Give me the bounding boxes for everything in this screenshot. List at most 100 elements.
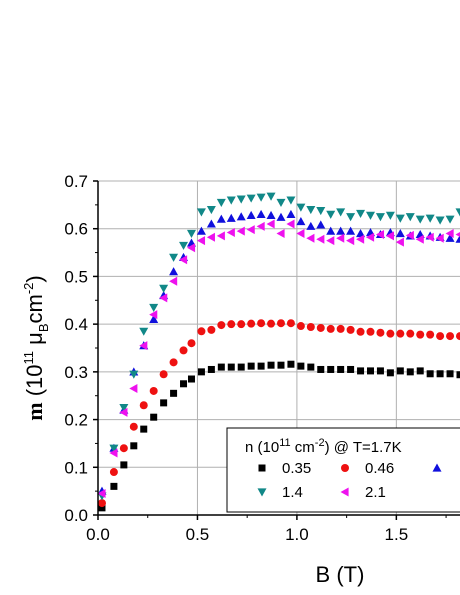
y-tick-label: 0.7: [64, 172, 88, 191]
data-point: [186, 243, 196, 253]
data-point: [196, 208, 206, 217]
data-point: [356, 209, 366, 218]
y-axis-title-mu: μ: [22, 332, 47, 351]
data-point: [266, 210, 276, 219]
data-point: [109, 448, 118, 458]
data-markers: [97, 192, 460, 512]
data-point: [110, 482, 118, 490]
legend-marker: [258, 464, 266, 472]
data-point: [297, 362, 305, 370]
data-point: [120, 461, 128, 469]
data-point: [267, 361, 275, 369]
data-point: [159, 370, 168, 379]
y-tick-label: 0.2: [64, 411, 88, 430]
data-point: [266, 192, 276, 201]
data-point: [425, 232, 434, 242]
data-point: [236, 226, 245, 236]
data-point: [257, 319, 266, 328]
data-point: [140, 425, 148, 433]
data-point: [149, 303, 159, 312]
data-point: [286, 209, 296, 218]
data-point: [306, 323, 315, 332]
data-point: [296, 228, 305, 238]
data-point: [169, 358, 178, 367]
data-point: [445, 215, 455, 224]
y-tick-label: 0.4: [64, 315, 88, 334]
data-point: [445, 228, 454, 238]
data-point: [206, 232, 215, 242]
data-point: [455, 231, 460, 237]
data-point: [456, 332, 460, 341]
legend-marker: [257, 488, 267, 497]
data-point: [149, 310, 158, 320]
data-point: [266, 219, 275, 229]
data-point: [169, 253, 179, 262]
data-point: [237, 363, 245, 371]
legend-label: 0.35: [282, 460, 311, 477]
data-point: [357, 367, 365, 375]
data-point: [160, 399, 168, 407]
data-point: [119, 404, 129, 413]
data-point: [446, 370, 454, 378]
data-point: [395, 237, 404, 247]
data-point: [139, 341, 148, 351]
data-point: [426, 370, 434, 378]
y-axis-title-open: (10: [22, 364, 47, 402]
data-point: [376, 328, 385, 337]
data-point: [356, 234, 365, 244]
y-tick-label: 0.0: [64, 506, 88, 525]
data-point: [346, 236, 355, 246]
data-point: [445, 233, 455, 242]
data-point: [139, 327, 149, 336]
x-axis-title: B (T): [316, 562, 365, 587]
data-point: [316, 206, 326, 216]
data-point: [150, 413, 158, 421]
data-point: [336, 324, 345, 333]
legend-marker: [341, 464, 349, 472]
data-point: [386, 329, 395, 338]
data-point: [98, 504, 106, 512]
data-point: [286, 319, 295, 328]
data-point: [385, 231, 394, 241]
data-point: [375, 229, 385, 239]
data-point: [236, 212, 246, 221]
data-point: [246, 194, 256, 203]
data-point: [326, 236, 335, 246]
data-point: [227, 320, 236, 329]
data-point: [366, 327, 375, 336]
data-point: [277, 361, 285, 369]
data-point: [316, 234, 325, 244]
data-point: [197, 368, 205, 376]
data-point: [267, 319, 276, 328]
data-point: [336, 233, 345, 243]
data-point: [149, 386, 158, 395]
data-point: [247, 362, 255, 370]
data-point: [109, 444, 119, 453]
data-point: [435, 233, 444, 243]
data-point: [356, 327, 365, 336]
data-point: [236, 195, 246, 204]
y-axis-title: m (1011 μBcm-2): [21, 275, 51, 420]
data-point: [207, 325, 216, 334]
legend-marker: [340, 487, 349, 497]
data-point: [276, 228, 285, 238]
y-tick-label: 0.5: [64, 267, 88, 286]
data-point: [276, 212, 286, 221]
x-tick-label: 0.5: [186, 525, 210, 544]
data-point: [385, 211, 395, 220]
data-point: [179, 241, 189, 250]
data-point: [346, 226, 356, 235]
data-point: [197, 327, 206, 336]
data-point: [405, 230, 414, 240]
data-point: [97, 499, 106, 508]
data-point: [226, 196, 236, 205]
data-point: [426, 330, 435, 339]
data-point: [327, 365, 335, 373]
data-point: [217, 363, 225, 371]
data-point: [149, 314, 159, 323]
data-point: [129, 384, 138, 394]
data-point: [286, 196, 296, 205]
data-point: [226, 213, 236, 222]
y-tick-label: 0.1: [64, 458, 88, 477]
